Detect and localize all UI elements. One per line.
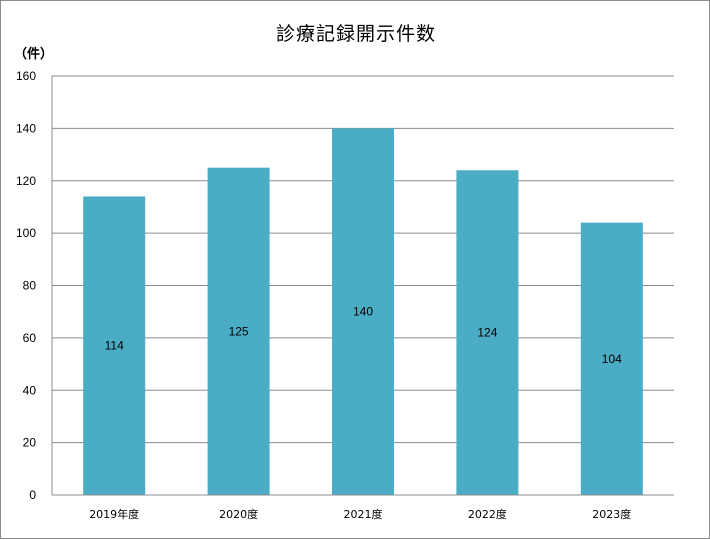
y-tick-label: 60 — [23, 331, 37, 345]
bar — [207, 167, 270, 495]
data-label: 125 — [229, 324, 249, 338]
y-tick-label: 0 — [29, 488, 36, 502]
y-tick-label: 20 — [23, 436, 37, 450]
x-tick-label: 2022度 — [468, 507, 507, 521]
data-label: 104 — [602, 352, 622, 366]
y-tick-label: 120 — [16, 174, 36, 188]
y-tick-label: 80 — [23, 279, 37, 293]
x-tick-label: 2019年度 — [89, 507, 139, 521]
y-tick-label: 100 — [16, 226, 36, 240]
chart-title: 診療記録開示件数 — [275, 23, 436, 45]
bar — [83, 196, 146, 495]
y-tick-label: 160 — [16, 69, 36, 83]
data-label: 114 — [105, 339, 124, 353]
y-axis-unit-label: （件） — [14, 47, 54, 62]
x-tick-label: 2020度 — [219, 507, 258, 521]
x-tick-label: 2021度 — [344, 507, 383, 521]
x-tick-label: 2023度 — [592, 507, 631, 521]
y-tick-label: 140 — [16, 121, 36, 135]
data-label: 140 — [353, 305, 373, 319]
y-tick-label: 40 — [23, 383, 37, 397]
bar — [580, 222, 643, 495]
bar — [332, 128, 394, 495]
bar — [456, 170, 519, 495]
data-label: 124 — [477, 326, 497, 340]
